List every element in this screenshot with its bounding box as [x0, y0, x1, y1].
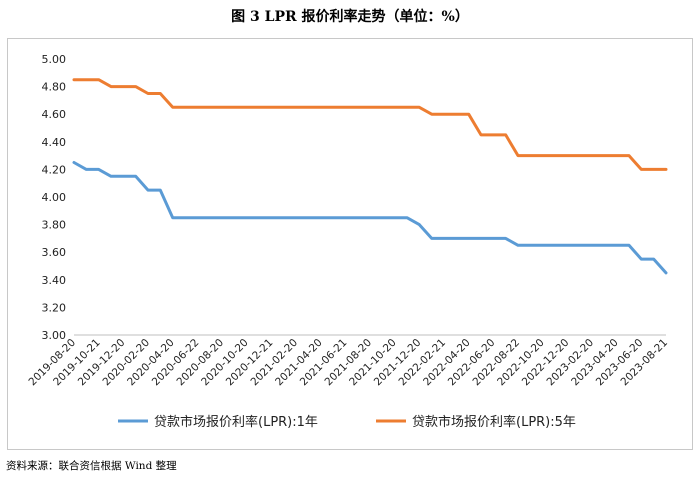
lpr-line-chart: 5.00 4.80 4.60 4.40 4.20 4.00 3.80 3.60 3.40 3.20…: [26, 53, 670, 430]
y-axis: 5.00 4.80 4.60 4.40 4.20 4.00 3.80 3.60 3.40 3.20…: [42, 53, 67, 342]
y-tick-label: 3.00: [42, 329, 67, 342]
y-tick-label: 4.60: [42, 108, 67, 121]
y-tick-label: 4.80: [42, 81, 67, 94]
y-tick-label: 4.40: [42, 136, 67, 149]
series-line-5y: [72, 78, 668, 171]
legend-label-1y: 贷款市场报价利率(LPR):1年: [154, 414, 318, 430]
y-tick-label: 3.40: [42, 274, 67, 287]
y-tick-label: 4.20: [42, 163, 67, 176]
y-tick-label: 4.00: [42, 191, 67, 204]
legend: 贷款市场报价利率(LPR):1年 贷款市场报价利率(LPR):5年: [118, 414, 576, 430]
x-axis: 2019-08-202019-10-212019-12-202020-02-20…: [26, 334, 670, 388]
y-tick-label: 3.60: [42, 246, 67, 259]
y-tick-label: 3.80: [42, 219, 67, 232]
figure-title: 图 3 LPR 报价利率走势（单位：%）: [231, 9, 469, 25]
y-tick-label: 3.20: [42, 301, 67, 314]
series-layer: [72, 78, 668, 275]
legend-label-5y: 贷款市场报价利率(LPR):5年: [412, 414, 576, 430]
chart-frame: 5.00 4.80 4.60 4.40 4.20 4.00 3.80 3.60 3.40 3.20…: [7, 38, 693, 450]
y-tick-label: 5.00: [42, 53, 67, 66]
source-note: 资料来源：联合资信根据 Wind 整理: [6, 460, 177, 472]
